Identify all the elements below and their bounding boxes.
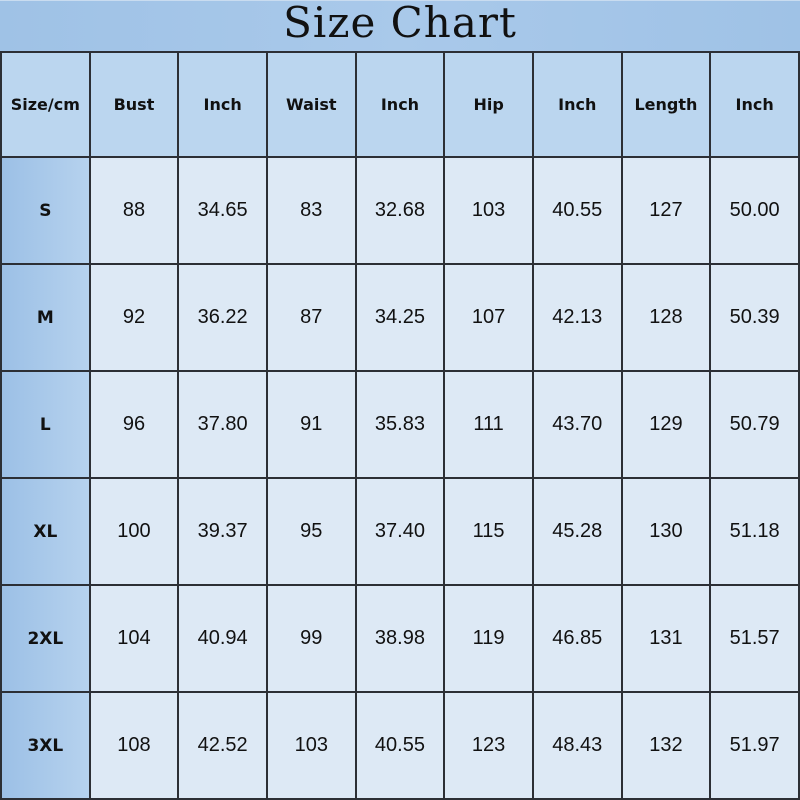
table-cell: 32.68 (354, 156, 446, 265)
table-cell: 127 (620, 156, 712, 265)
table-cell: 43.70 (531, 370, 623, 479)
table-cell: 50.39 (709, 263, 800, 372)
table-cell: 42.52 (177, 691, 268, 800)
header-row: Size/cm Bust Inch Waist Inch Hip Inch Length Inc… (0, 51, 800, 158)
table-cell: 50.00 (709, 156, 800, 265)
table-cell: 132 (620, 691, 712, 800)
table-cell: 50.79 (709, 370, 800, 479)
table-cell: 131 (620, 584, 712, 693)
table-cell: 48.43 (531, 691, 623, 800)
table-cell: 92 (88, 263, 180, 372)
table-cell: 99 (265, 584, 357, 693)
chart-title: Size Chart (283, 0, 517, 47)
table-cell: 34.65 (177, 156, 268, 265)
size-label: S (0, 156, 91, 265)
table-cell: 130 (620, 477, 712, 586)
column-header: Length (620, 51, 712, 158)
table-cell: 46.85 (531, 584, 623, 693)
table-cell: 35.83 (354, 370, 446, 479)
table-cell: 111 (443, 370, 534, 479)
title-band: Size Chart (0, 0, 800, 52)
column-header: Bust (88, 51, 180, 158)
size-label: 3XL (0, 691, 91, 800)
table-cell: 36.22 (177, 263, 268, 372)
table-cell: 40.94 (177, 584, 268, 693)
table-cell: 39.37 (177, 477, 268, 586)
table-cell: 95 (265, 477, 357, 586)
table-cell: 104 (88, 584, 180, 693)
table-cell: 51.97 (709, 691, 800, 800)
table-cell: 115 (443, 477, 534, 586)
table-cell: 34.25 (354, 263, 446, 372)
table-cell: 128 (620, 263, 712, 372)
size-label: 2XL (0, 584, 91, 693)
table-cell: 45.28 (531, 477, 623, 586)
size-table: Size/cm Bust Inch Waist Inch Hip Inch Length Inc… (0, 51, 800, 800)
table-cell: 42.13 (531, 263, 623, 372)
table-cell: 40.55 (354, 691, 446, 800)
size-label: L (0, 370, 91, 479)
table-row: 2XL 104 40.94 99 38.98 119 46.85 131 51.57 (0, 584, 800, 693)
table-cell: 88 (88, 156, 180, 265)
table-cell: 100 (88, 477, 180, 586)
table-cell: 108 (88, 691, 180, 800)
column-header: Inch (531, 51, 623, 158)
table-row: L 96 37.80 91 35.83 111 43.70 129 50.79 (0, 370, 800, 479)
table-cell: 40.55 (531, 156, 623, 265)
table-cell: 37.40 (354, 477, 446, 586)
table-cell: 123 (443, 691, 534, 800)
size-label: XL (0, 477, 91, 586)
table-cell: 87 (265, 263, 357, 372)
column-header: Waist (265, 51, 357, 158)
column-header: Hip (443, 51, 534, 158)
column-header: Size/cm (0, 51, 91, 158)
table-cell: 91 (265, 370, 357, 479)
table-row: 3XL 108 42.52 103 40.55 123 48.43 132 51.97 (0, 691, 800, 800)
table-cell: 96 (88, 370, 180, 479)
size-label: M (0, 263, 91, 372)
column-header: Inch (354, 51, 446, 158)
table-row: S 88 34.65 83 32.68 103 40.55 127 50.00 (0, 156, 800, 265)
table-row: M 92 36.22 87 34.25 107 42.13 128 50.39 (0, 263, 800, 372)
table-cell: 103 (265, 691, 357, 800)
table-cell: 119 (443, 584, 534, 693)
table-cell: 51.18 (709, 477, 800, 586)
table-cell: 51.57 (709, 584, 800, 693)
table-cell: 103 (443, 156, 534, 265)
table-cell: 38.98 (354, 584, 446, 693)
table-cell: 83 (265, 156, 357, 265)
column-header: Inch (177, 51, 268, 158)
column-header: Inch (709, 51, 800, 158)
table-cell: 37.80 (177, 370, 268, 479)
table-cell: 107 (443, 263, 534, 372)
table-row: XL 100 39.37 95 37.40 115 45.28 130 51.18 (0, 477, 800, 586)
table-cell: 129 (620, 370, 712, 479)
